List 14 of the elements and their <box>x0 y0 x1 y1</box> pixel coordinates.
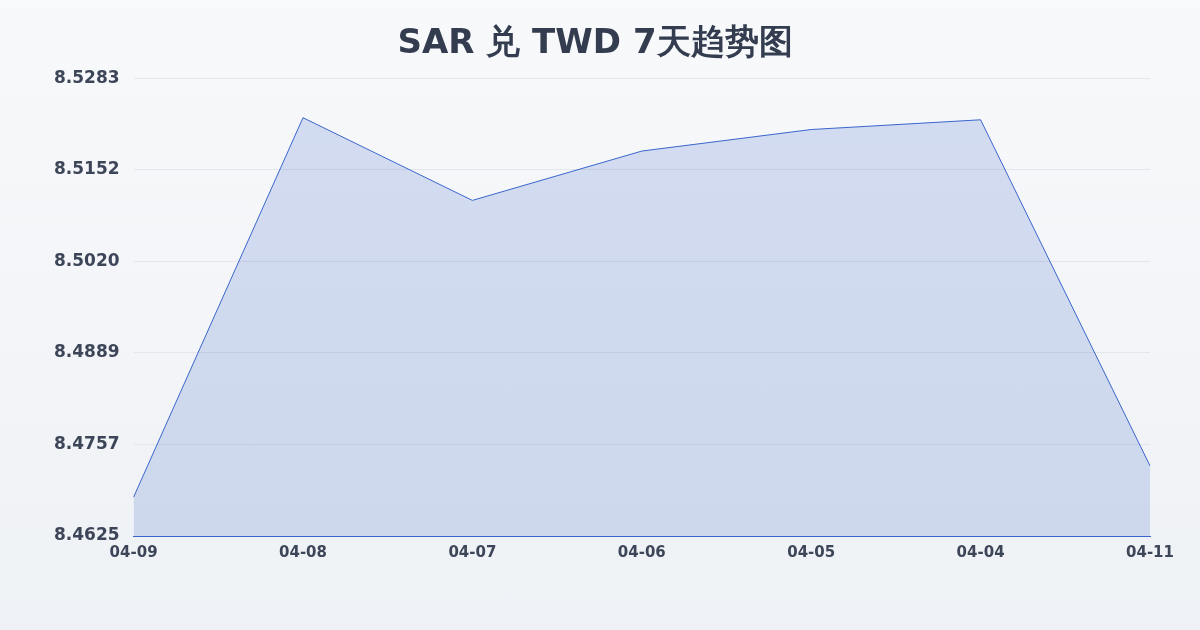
y-tick-label: 8.4625 <box>53 524 120 545</box>
y-tick-label: 8.4757 <box>53 432 120 453</box>
y-tick-label: 8.5283 <box>53 67 120 88</box>
x-tick-label: 04-07 <box>448 542 497 561</box>
y-tick-label: 8.4889 <box>53 340 120 361</box>
x-tick-label: 04-11 <box>1126 542 1174 561</box>
x-tick-label: 04-09 <box>109 542 158 561</box>
x-tick-label: 04-04 <box>956 542 1005 561</box>
chart-title: SAR 兑 TWD 7天趋势图 <box>397 21 793 62</box>
x-tick-label: 04-06 <box>617 542 666 561</box>
y-tick-label: 8.5152 <box>53 158 120 179</box>
x-tick-label: 04-05 <box>787 542 836 561</box>
x-tick-label: 04-08 <box>279 542 327 561</box>
y-tick-label: 8.5020 <box>53 249 120 270</box>
